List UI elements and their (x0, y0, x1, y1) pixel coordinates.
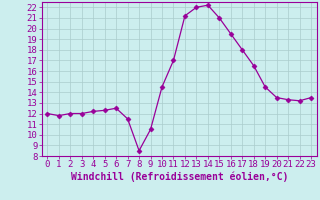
X-axis label: Windchill (Refroidissement éolien,°C): Windchill (Refroidissement éolien,°C) (70, 172, 288, 182)
